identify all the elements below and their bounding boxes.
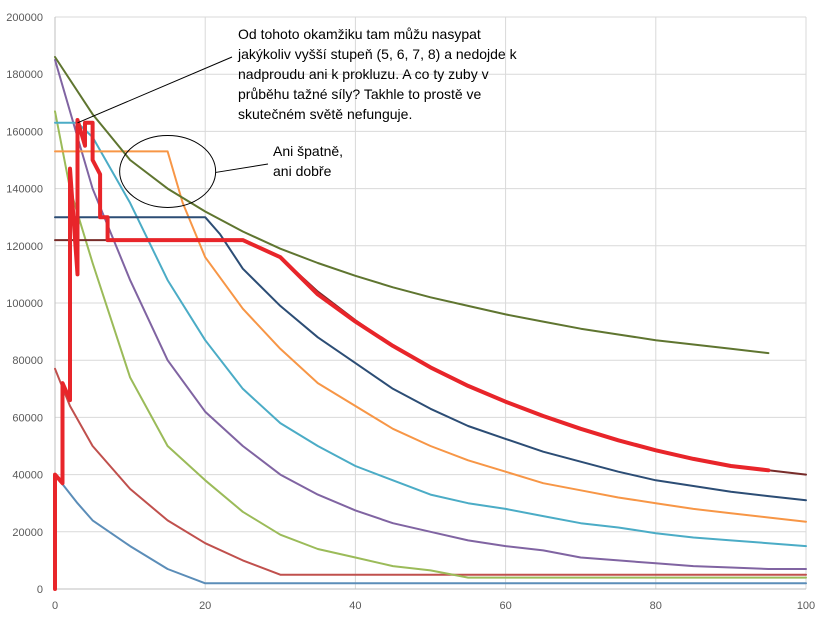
annotations: Od tohoto okamžiku tam můžu nasypat jaký… <box>77 26 518 208</box>
y-tick-label: 100000 <box>6 298 43 310</box>
y-tick-label: 140000 <box>6 184 43 196</box>
y-tick-label: 200000 <box>6 12 43 24</box>
series-line-gear-5 <box>54 121 807 548</box>
annotation-text-line: nadproudu ani k prokluzu. A co ty zuby v <box>238 66 489 82</box>
x-tick-label: 100 <box>797 600 815 612</box>
annotation-ellipse <box>119 134 217 208</box>
x-tick-label: 40 <box>349 600 361 612</box>
annotation-pointer-line <box>77 56 233 124</box>
series-line-gear-1 <box>54 473 807 585</box>
annotation-text-line: Od tohoto okamžiku tam můžu nasypat <box>238 26 481 42</box>
series-line-gear-4 <box>54 58 807 570</box>
y-tick-label: 60000 <box>12 412 43 424</box>
x-tick-label: 0 <box>52 600 58 612</box>
annotation-text-line: průběhu tažné síly? Takhle to prostě ve <box>238 86 482 102</box>
series-line-gear-8 <box>54 239 807 476</box>
annotation-text-line: jakýkoliv vyšší stupeň (5, 6, 7, 8) a ne… <box>237 46 518 62</box>
annotation-text-line: Ani špatně, <box>273 143 343 159</box>
annotation-text-line: skutečném světě nefunguje. <box>238 106 412 122</box>
series-line-real <box>53 118 771 591</box>
y-tick-label: 80000 <box>12 355 43 367</box>
y-tick-label: 180000 <box>6 69 43 81</box>
series-line-gear-6 <box>54 150 807 523</box>
y-tick-label: 120000 <box>6 241 43 253</box>
series-line-gear-3 <box>54 110 807 579</box>
x-tick-label: 60 <box>499 600 511 612</box>
grid <box>55 16 807 589</box>
series-line-envelope <box>54 56 770 355</box>
series-group <box>53 56 807 591</box>
y-tick-label: 0 <box>37 584 43 596</box>
y-tick-label: 160000 <box>6 126 43 138</box>
y-tick-label: 20000 <box>12 527 43 539</box>
annotation-text-line: ani dobře <box>273 163 332 179</box>
series-line-gear-2 <box>54 367 807 576</box>
y-tick-label: 40000 <box>12 470 43 482</box>
x-tick-label: 80 <box>650 600 662 612</box>
annotation-connector-line <box>215 163 269 173</box>
x-tick-label: 20 <box>199 600 211 612</box>
series-line-gear-7 <box>54 216 807 502</box>
